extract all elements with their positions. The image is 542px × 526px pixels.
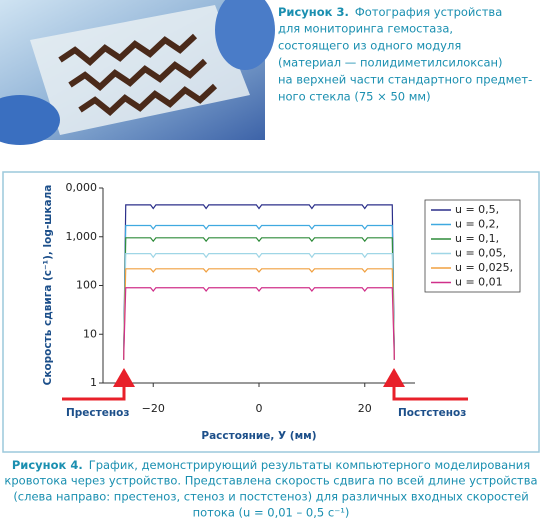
arrows: [62, 368, 468, 401]
x-tick-label: 0: [256, 402, 263, 415]
caption-line: на верхней части стандартного предмет-: [278, 73, 532, 87]
annotation: Постстеноз: [398, 407, 466, 419]
caption-line: (слева направо: престеноз, стеноз и пост…: [13, 490, 528, 504]
x-tick-label: 20: [358, 402, 372, 415]
y-tick-label: 10: [83, 327, 97, 340]
caption-line: График, демонстрирующий результаты компь…: [89, 458, 530, 472]
figure-label: Рисунок 3.: [278, 5, 349, 19]
figure4-caption: Рисунок 4. График, демонстрирующий резуль…: [12, 458, 530, 472]
y-tick-label: 1: [90, 376, 97, 389]
legend-label: u = 0,05,: [455, 247, 506, 260]
legend-label: u = 0,5,: [455, 203, 499, 216]
chart-frame: [2, 171, 540, 453]
annotation: Престеноз: [66, 407, 129, 419]
caption-line: потока (u = 0,01 – 0,5 с⁻¹): [193, 506, 350, 520]
legend-box: [424, 199, 521, 293]
caption-line: ного стекла (75 × 50 мм): [278, 90, 431, 104]
legend-label: u = 0,01: [455, 276, 503, 289]
figure3-caption: Рисунок 3. Фотография устройства: [278, 5, 502, 19]
caption-line: Фотография устройства: [355, 5, 502, 19]
series-line: [123, 287, 395, 360]
caption-line: (материал — полидиметилсилоксан): [278, 56, 503, 70]
photo: [0, 0, 275, 145]
legend-label: u = 0,2,: [455, 218, 499, 231]
y-tick-label: 100: [76, 279, 97, 292]
series-line: [123, 268, 395, 360]
caption-line: состоящего из одного модуля: [278, 39, 461, 53]
x-tick-label: −20: [142, 402, 165, 415]
series-line: [123, 224, 395, 360]
y-tick-label: 0,000: [66, 181, 98, 194]
caption-line: кровотока через устройство. Представлена…: [4, 474, 537, 488]
legend-label: u = 0,1,: [455, 232, 499, 245]
y-axis-label: Скорость сдвига (с⁻¹), log-шкала: [42, 185, 54, 386]
series-line: [123, 253, 395, 360]
series-line: [123, 204, 395, 360]
caption-line: для мониторинга гемостаза,: [278, 22, 453, 36]
legend-label: u = 0,025,: [455, 261, 513, 274]
figure-label: Рисунок 4.: [12, 458, 83, 472]
x-axis-label: Расстояние, У (мм): [201, 430, 316, 442]
series-line: [123, 237, 395, 360]
y-tick-label: 1,000: [66, 230, 98, 243]
